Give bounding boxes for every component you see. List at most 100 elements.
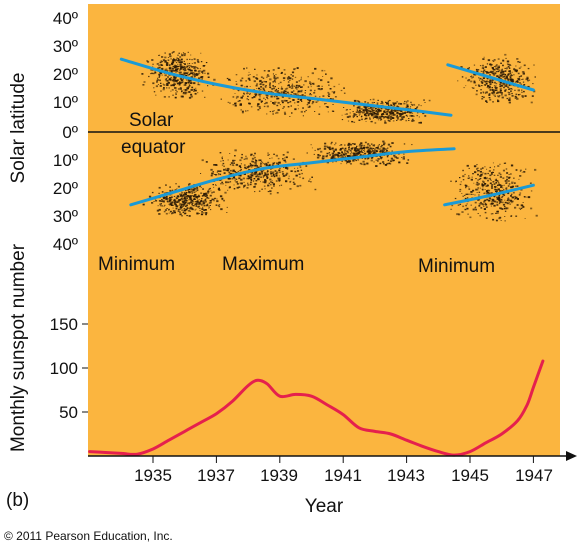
sunspot-point xyxy=(352,143,354,145)
sunspot-point xyxy=(286,91,289,94)
sunspot-point xyxy=(261,188,263,190)
sunspot-point xyxy=(162,88,165,91)
sunspot-point xyxy=(256,74,258,76)
sunspot-point xyxy=(173,82,175,85)
sunspot-point xyxy=(373,113,375,115)
sunspot-point xyxy=(210,174,213,177)
sunspot-point xyxy=(520,83,522,85)
sunspot-point xyxy=(257,109,260,111)
sunspot-point xyxy=(179,63,182,66)
sunspot-point xyxy=(201,208,204,211)
sunspot-point xyxy=(506,67,508,69)
sunspot-point xyxy=(467,213,469,215)
sunspot-point xyxy=(227,177,231,180)
sunspot-point xyxy=(184,198,186,200)
sunspot-point xyxy=(358,114,360,116)
sunspot-point xyxy=(462,175,465,178)
sunspot-point xyxy=(354,149,356,151)
sunspot-point xyxy=(262,175,265,177)
sunspot-point xyxy=(192,202,194,204)
sunspot-point xyxy=(354,151,357,153)
sunspot-point xyxy=(184,205,187,207)
sunspot-point xyxy=(174,211,176,214)
x-axis-arrowhead xyxy=(566,451,577,461)
sunspot-point xyxy=(165,212,168,215)
sunspot-point xyxy=(534,76,536,78)
sunspot-point xyxy=(191,203,193,205)
sunspot-point xyxy=(260,86,262,88)
sunspot-point xyxy=(268,154,270,156)
sunspot-point xyxy=(225,168,227,170)
sunspot-point xyxy=(207,76,210,78)
sunspot-point xyxy=(504,180,507,182)
sunspot-point xyxy=(181,209,183,211)
sunspot-point xyxy=(333,154,336,157)
sunspot-point xyxy=(507,63,510,66)
sunspot-point xyxy=(380,115,383,118)
sunspot-point xyxy=(274,81,277,83)
sunspot-point xyxy=(495,219,498,222)
sunspot-point xyxy=(175,80,178,82)
sunspot-point xyxy=(188,183,191,185)
sunspot-point xyxy=(475,206,477,208)
sunspot-point xyxy=(249,174,251,176)
sunspot-point xyxy=(183,73,186,76)
sunspot-point xyxy=(377,99,379,101)
sunspot-point xyxy=(277,163,280,166)
sunspot-point xyxy=(331,156,334,158)
sunspot-point xyxy=(254,185,256,187)
sunspot-point xyxy=(220,160,222,162)
sunspot-point xyxy=(410,106,412,107)
sunspot-point xyxy=(234,170,236,173)
sunspot-point xyxy=(255,165,258,167)
sunspot-point xyxy=(157,205,159,207)
sunspot-point xyxy=(186,192,188,194)
sunspot-point xyxy=(505,77,508,80)
sunspot-point xyxy=(193,205,195,207)
sunspot-point xyxy=(182,205,184,207)
sunspot-point xyxy=(382,147,385,149)
sunspot-point xyxy=(264,181,267,184)
sunspot-point xyxy=(372,110,375,112)
sunspot-point xyxy=(488,85,491,88)
sunspot-point xyxy=(201,77,204,79)
sunspot-point xyxy=(279,185,281,187)
sunspot-point xyxy=(199,68,201,70)
sunspot-point xyxy=(274,162,276,164)
sunspot-point xyxy=(302,107,304,109)
sunspot-point xyxy=(352,111,354,113)
sunspot-point xyxy=(288,93,290,95)
sunspot-point xyxy=(240,84,244,87)
sunspot-point xyxy=(376,102,379,104)
sunspot-point xyxy=(253,80,256,83)
sunspot-point xyxy=(186,207,189,209)
sunspot-point xyxy=(481,82,484,84)
sunspot-point xyxy=(283,174,286,177)
sunspot-point xyxy=(379,151,381,153)
sunspot-point xyxy=(171,194,173,196)
sunspot-point xyxy=(363,144,366,147)
sunspot-point xyxy=(273,176,276,178)
sunspot-point xyxy=(473,182,475,184)
sunspot-point xyxy=(489,99,492,101)
sunspot-point xyxy=(504,85,506,87)
sunspot-point xyxy=(269,184,272,186)
sunspot-point xyxy=(359,147,362,149)
sunspot-point xyxy=(165,78,168,80)
sunspot-point xyxy=(247,184,250,186)
sunspot-point xyxy=(480,168,483,170)
sunspot-point xyxy=(500,199,503,201)
sunspot-point xyxy=(369,145,371,147)
sunspot-point xyxy=(486,63,489,65)
sunspot-point xyxy=(240,169,242,171)
sunspot-point xyxy=(488,197,491,199)
sunspot-point xyxy=(185,91,188,94)
sunspot-point xyxy=(255,173,257,175)
sunspot-point xyxy=(194,199,196,200)
sunspot-point xyxy=(484,211,487,214)
sunspot-point xyxy=(399,115,402,117)
sunspot-point xyxy=(346,109,348,111)
sunspot-point xyxy=(325,103,327,104)
sunspot-point xyxy=(173,58,175,60)
sunspot-point xyxy=(191,203,193,205)
